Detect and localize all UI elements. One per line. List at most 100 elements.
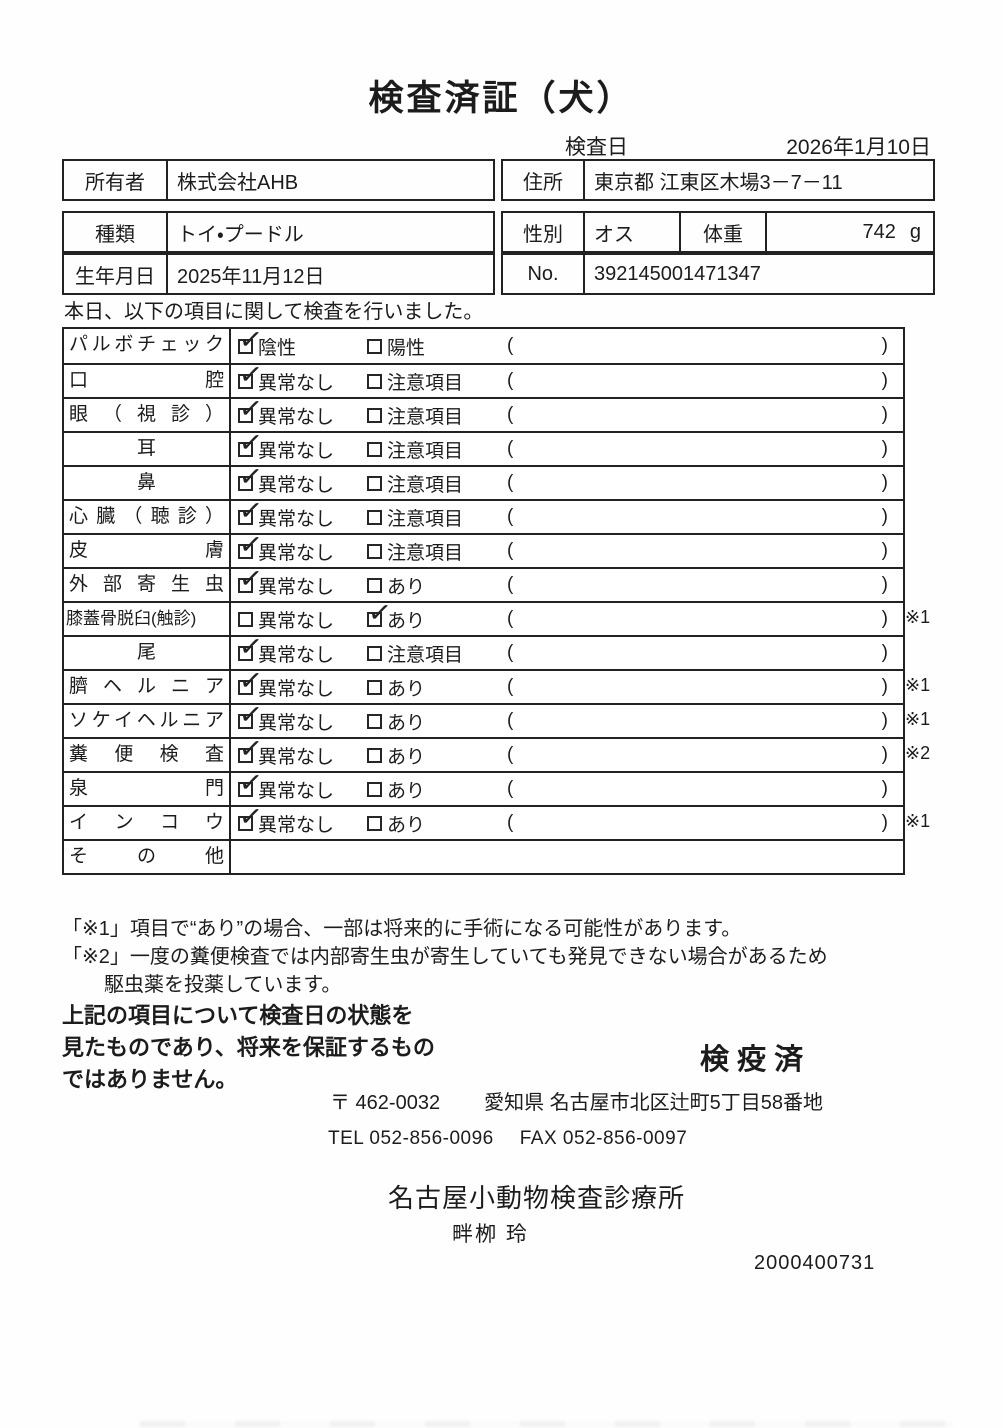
exam-item-label: 皮膚 — [64, 535, 231, 567]
paren-close: ) — [881, 676, 888, 697]
exam-row: 皮膚 異常なし 注意項目 () — [64, 533, 903, 567]
exam-item-options: 異常なし 注意項目 () — [231, 433, 903, 465]
option-label: 陽性 — [387, 337, 426, 359]
birthdate-label: 生年月日 — [64, 255, 168, 293]
clinic-fax: FAX 052-856-0097 — [519, 1128, 688, 1149]
exam-item-options: 異常なし あり () — [231, 569, 903, 601]
checkbox-empty-icon — [367, 815, 382, 831]
paren-close: ) — [881, 642, 888, 663]
option-label: あり — [387, 780, 426, 802]
exam-item-label: 尾 — [64, 637, 231, 669]
exam-item-label: 糞便検査 — [64, 739, 231, 771]
option-2: 注意項目 — [367, 436, 507, 463]
paren-close: ) — [881, 608, 888, 629]
paren-open: ( — [507, 778, 514, 799]
paren-close: ) — [881, 370, 888, 391]
row-reference-mark: ※2 — [905, 743, 931, 763]
option-label: あり — [387, 712, 426, 734]
sex-label: 性別 — [503, 213, 585, 251]
checkbox-empty-icon — [367, 338, 382, 354]
no-label: No. — [503, 255, 585, 293]
exam-row: 口腔 異常なし 注意項目 () — [64, 363, 903, 397]
exam-item-label: その他 — [64, 841, 231, 873]
checkbox-empty-icon — [367, 441, 382, 457]
no-value: 392145001471347 — [594, 262, 761, 285]
paren-close: ) — [881, 438, 888, 459]
exam-item-label: 外部寄生虫 — [64, 569, 231, 601]
checkbox-empty-icon — [367, 679, 382, 695]
option-label: 注意項目 — [387, 406, 464, 428]
exam-item-options: 異常なし あり () — [231, 773, 903, 805]
exam-item-options: 異常なし あり () — [231, 603, 903, 635]
checkbox-empty-icon — [367, 509, 382, 525]
address-value: 東京都 江東区木場3－7－11 — [594, 171, 843, 194]
option-label: 異常なし — [258, 678, 335, 700]
option-label: 注意項目 — [387, 508, 464, 530]
checkbox-empty-icon — [367, 543, 382, 559]
option-1: 異常なし — [238, 436, 367, 463]
exam-row: 尾 異常なし 注意項目 () — [64, 635, 903, 669]
checkbox-empty-icon — [367, 577, 382, 593]
serial-number: 2000400731 — [754, 1252, 876, 1274]
exam-row: 糞便検査 異常なし あり () ※2 — [64, 737, 930, 771]
paren-open: ( — [507, 370, 514, 391]
exam-row: ソケイヘルニア 異常なし あり () ※1 — [64, 703, 930, 737]
veterinarian-name: 畔栁 玲 — [452, 1223, 529, 1246]
paren-open: ( — [507, 335, 514, 356]
clinic-postal-line: 〒 462-0032 愛知県 名古屋市北区辻町5丁目58番地 — [330, 1086, 823, 1115]
exam-item-label: パルボチェック — [64, 329, 231, 363]
checkbox-checked-icon — [238, 815, 253, 831]
exam-date-label: 検査日 — [565, 136, 628, 159]
paren-close: ) — [881, 574, 888, 595]
option-label: 異常なし — [258, 644, 335, 666]
option-2: 注意項目 — [367, 368, 507, 395]
option-1: 異常なし — [238, 504, 367, 531]
paren-open: ( — [507, 710, 514, 731]
exam-table: パルボチェック陰性陽性()口腔異常なし注意項目()眼（視診）異常なし注意項目()… — [62, 327, 930, 875]
checkbox-empty-icon — [367, 747, 382, 763]
birthdate-row: 生年月日 2025年11月12日 No. 392145001471347 — [62, 253, 935, 295]
paren-close: ) — [881, 744, 888, 765]
sex-value: オス — [585, 213, 681, 251]
paren-close: ) — [881, 778, 888, 799]
disclaimer-line: ではありません。 — [62, 1067, 238, 1092]
option-label: 注意項目 — [387, 474, 464, 496]
paren-open: ( — [507, 506, 514, 527]
exam-item-label: ソケイヘルニア — [64, 705, 231, 737]
option-2: あり — [367, 674, 507, 701]
option-label: 異常なし — [258, 780, 335, 802]
option-label: あり — [387, 746, 426, 768]
footnotes: 「※1」項目で“あり”の場合、一部は将来的に手術になる可能性があります。 「※2」… — [62, 915, 828, 999]
owner-label: 所有者 — [64, 161, 168, 199]
option-1: 異常なし — [238, 572, 367, 599]
paren-open: ( — [507, 438, 514, 459]
paren-close: ) — [881, 710, 888, 731]
paren-close: ) — [881, 404, 888, 425]
option-2: あり — [367, 572, 507, 599]
option-label: 異常なし — [258, 474, 335, 496]
option-1: 異常なし — [238, 402, 367, 429]
exam-item-options: 異常なし 注意項目 () — [231, 399, 903, 431]
exam-item-label: 臍ヘルニア — [64, 671, 231, 703]
paren-close: ) — [881, 506, 888, 527]
paren-open: ( — [507, 744, 514, 765]
option-1: 異常なし — [238, 368, 367, 395]
option-1: 異常なし — [238, 538, 367, 565]
option-label: 異常なし — [258, 406, 335, 428]
checkbox-checked-icon — [238, 645, 253, 661]
checkbox-empty-icon — [367, 373, 382, 389]
option-2: あり — [367, 606, 507, 633]
disclaimer-line: 見たものであり、将来を保証するもの — [62, 1035, 435, 1060]
checkbox-checked-icon — [238, 475, 253, 491]
option-2: 注意項目 — [367, 504, 507, 531]
weight-label: 体重 — [681, 213, 767, 251]
clinic-postal-code: 〒 462-0032 — [330, 1092, 441, 1114]
weight-number: 742 — [862, 220, 896, 243]
exam-date-row: 検査日 2026年1月10日 — [565, 131, 931, 161]
exam-date-value: 2026年1月10日 — [786, 136, 931, 159]
checkbox-empty-icon — [367, 713, 382, 729]
option-1: 異常なし — [238, 674, 367, 701]
paren-open: ( — [507, 472, 514, 493]
option-label: 異常なし — [258, 542, 335, 564]
checkbox-empty-icon — [367, 407, 382, 423]
